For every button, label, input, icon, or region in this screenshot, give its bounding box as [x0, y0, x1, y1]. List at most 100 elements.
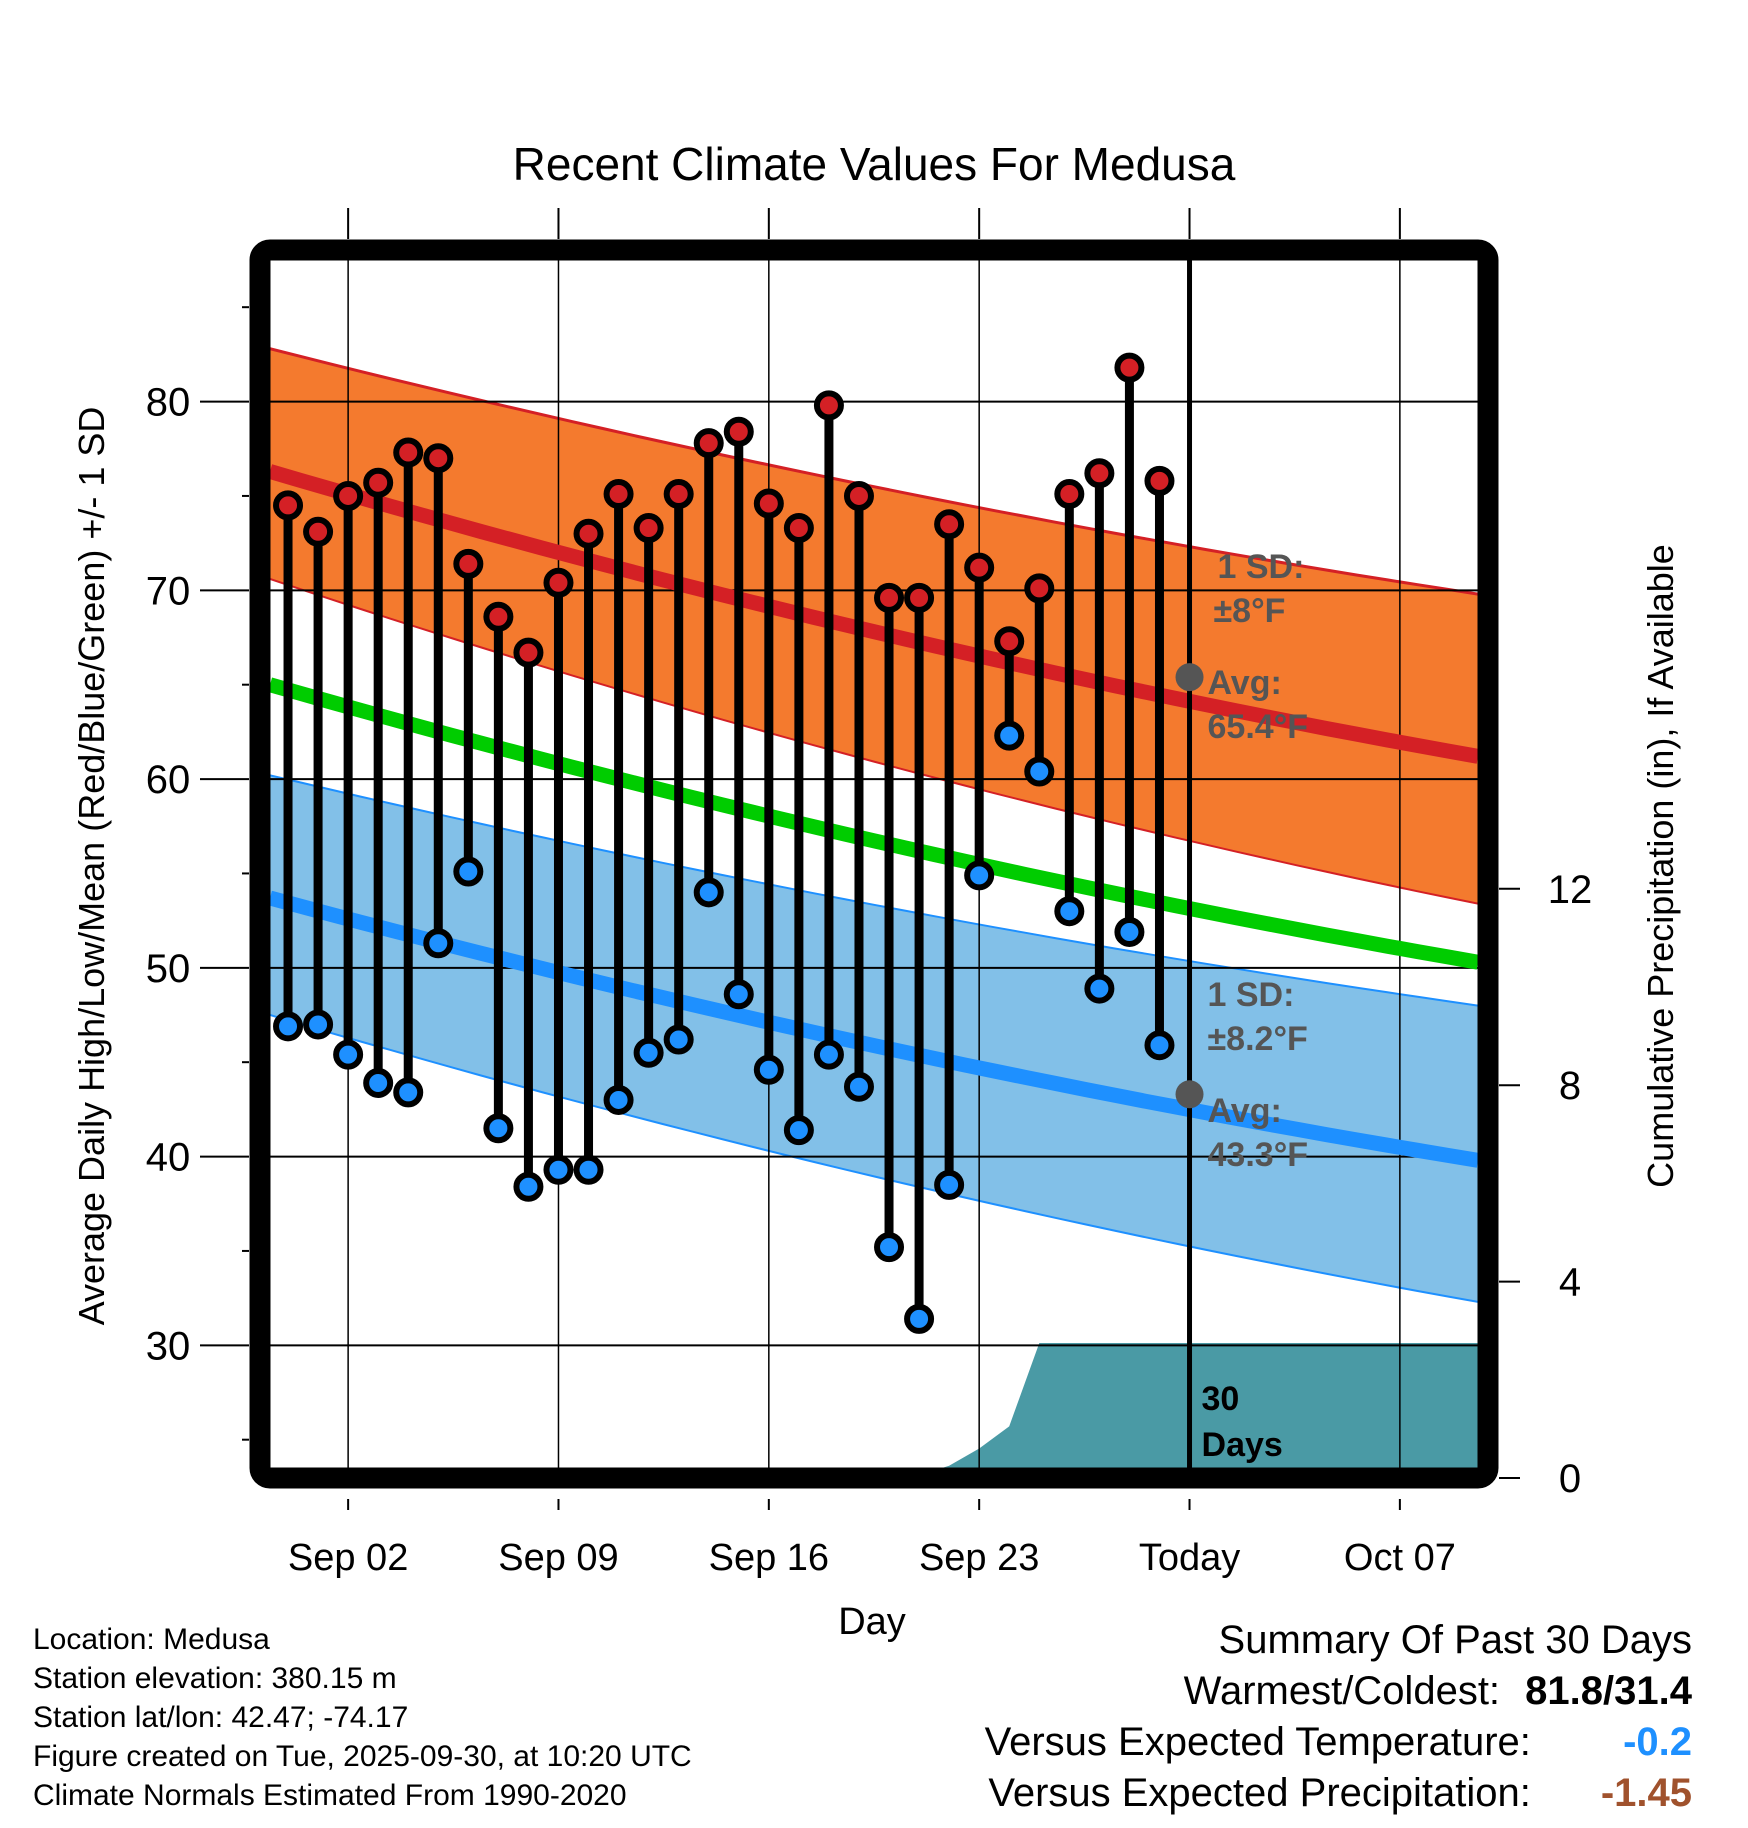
y2-tick-label-0: 0: [1559, 1457, 1581, 1501]
daily-high-point: [723, 416, 754, 447]
high-avg-value: 65.4°F: [1208, 708, 1309, 746]
daily-low-point: [783, 1115, 814, 1146]
daily-high-point: [303, 516, 334, 547]
chart-title: Recent Climate Values For Medusa: [513, 138, 1236, 190]
daily-low-point: [1054, 896, 1085, 927]
daily-high-point: [1024, 573, 1055, 604]
today-high-avg-marker: [1175, 663, 1204, 692]
daily-low-point: [303, 1009, 334, 1040]
daily-low-point: [1114, 916, 1145, 947]
low-avg-value: 43.3°F: [1208, 1136, 1309, 1174]
y2-axis-label: Cumulative Precipitation (in), If Availa…: [1640, 544, 1681, 1188]
x-tick-label-30: Today: [1139, 1537, 1240, 1579]
daily-high-point: [934, 509, 965, 540]
today-low-avg-marker: [1175, 1080, 1204, 1109]
footer-created: Figure created on Tue, 2025-09-30, at 10…: [33, 1740, 692, 1773]
daily-high-point: [273, 490, 304, 521]
low-avg-label: Avg:: [1208, 1092, 1282, 1130]
summary-precip-row: Versus Expected Precipitation: -1.45: [985, 1768, 1692, 1819]
normal-low-line: [270, 890, 1478, 1168]
daily-low-point: [603, 1084, 634, 1115]
daily-high-point: [1144, 465, 1175, 496]
daily-high-point: [543, 567, 574, 598]
daily-low-point: [453, 856, 484, 887]
temp-anomaly-value: -0.2: [1623, 1720, 1692, 1764]
daily-low-point: [874, 1232, 905, 1263]
daily-high-point: [994, 626, 1025, 657]
x-tick-label-9: Sep 09: [498, 1537, 618, 1579]
daily-high-point: [874, 582, 905, 613]
daily-low-point: [663, 1024, 694, 1055]
daily-high-point: [603, 479, 634, 510]
daily-high-point: [783, 513, 814, 544]
y-tick-label-70: 70: [146, 569, 191, 613]
footer-latlon: Station lat/lon: 42.47; -74.17: [33, 1701, 409, 1734]
daily-high-point: [843, 480, 874, 511]
y2-tick-label-12: 12: [1548, 868, 1593, 912]
high-sd-value: ±8°F: [1214, 592, 1286, 630]
footer-elevation: Station elevation: 380.15 m: [33, 1662, 397, 1695]
daily-high-point: [663, 479, 694, 510]
daily-low-point: [753, 1054, 784, 1085]
footer-location: Location: Medusa: [33, 1623, 270, 1656]
daily-high-point: [1114, 352, 1145, 383]
daily-high-point: [1084, 458, 1115, 489]
daily-low-point: [483, 1113, 514, 1144]
daily-high-point: [333, 480, 364, 511]
daily-high-point: [573, 518, 604, 549]
daily-low-point: [813, 1039, 844, 1070]
precip-days-label-2: Days: [1202, 1426, 1283, 1464]
daily-low-point: [693, 877, 724, 908]
daily-low-point: [723, 979, 754, 1010]
daily-high-point: [423, 443, 454, 474]
low-sd-lower-line: [270, 1014, 1478, 1303]
daily-high-point: [753, 488, 784, 519]
daily-low-point: [964, 860, 995, 891]
low-sd-label: 1 SD:: [1208, 976, 1295, 1014]
x-tick-label-23: Sep 23: [919, 1537, 1039, 1579]
daily-low-point: [393, 1077, 424, 1108]
precipitation-area: [942, 1343, 1478, 1468]
y-axis-label: Average Daily High/Low/Mean (Red/Blue/Gr…: [71, 407, 112, 1326]
plot-frame: [249, 239, 1499, 1489]
daily-low-point: [273, 1011, 304, 1042]
y2-tick-label-8: 8: [1559, 1064, 1581, 1108]
warmest-label: Warmest/Coldest:: [1183, 1669, 1501, 1713]
high-sd-upper-line: [270, 347, 1478, 596]
high-avg-label: Avg:: [1208, 664, 1282, 702]
daily-high-point: [483, 601, 514, 632]
daily-high-point: [1054, 479, 1085, 510]
daily-low-point: [1144, 1030, 1175, 1061]
daily-high-point: [964, 552, 995, 583]
normal-high-line: [270, 464, 1478, 764]
x-axis-label: Day: [838, 1601, 906, 1643]
daily-high-point: [513, 637, 544, 668]
low-sd-value: ±8.2°F: [1208, 1020, 1308, 1058]
daily-low-point: [363, 1067, 394, 1098]
y-tick-label-40: 40: [146, 1136, 191, 1180]
precip-anomaly-value: -1.45: [1600, 1771, 1692, 1815]
daily-low-point: [423, 928, 454, 959]
plot-area: 1 SD: ±8°F Avg: 65.4°F 1 SD: ±8.2°F Avg: 43.3°F…: [270, 260, 1478, 1468]
daily-low-point: [904, 1303, 935, 1334]
temp-anomaly-label: Versus Expected Temperature:: [984, 1720, 1531, 1764]
precip-days-label-1: 30: [1202, 1380, 1240, 1418]
daily-high-point: [453, 548, 484, 579]
precip-anomaly-label: Versus Expected Precipitation:: [988, 1771, 1531, 1815]
high-sd-label: 1 SD:: [1218, 548, 1305, 586]
daily-high-point: [693, 428, 724, 459]
daily-high-point: [393, 437, 424, 468]
station-info: Location: Medusa Station elevation: 380.…: [33, 1620, 692, 1815]
daily-low-point: [543, 1154, 574, 1185]
summary-temp-row: Versus Expected Temperature: -0.2: [985, 1717, 1692, 1768]
summary-panel: Summary Of Past 30 Days Warmest/Coldest:…: [985, 1615, 1692, 1819]
x-tick-label-2: Sep 02: [288, 1537, 408, 1579]
summary-title: Summary Of Past 30 Days: [1218, 1618, 1692, 1662]
y-tick-label-50: 50: [146, 947, 191, 991]
daily-low-point: [333, 1039, 364, 1070]
daily-low-point: [1084, 973, 1115, 1004]
daily-high-point: [633, 513, 664, 544]
daily-high-point: [904, 582, 935, 613]
daily-low-point: [934, 1169, 965, 1200]
